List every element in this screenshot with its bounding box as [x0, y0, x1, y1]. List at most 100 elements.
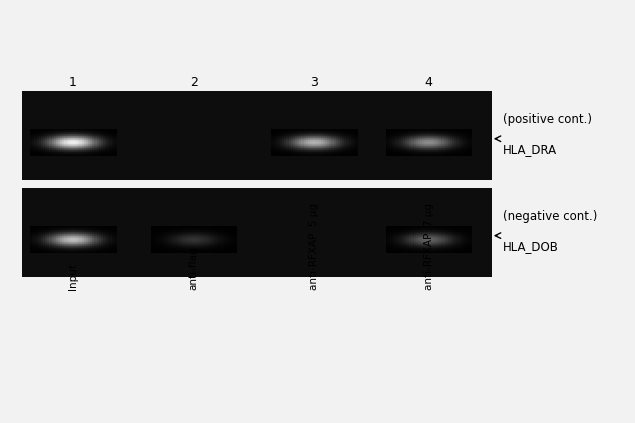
Bar	[226, 245, 229, 247]
Bar	[101, 229, 104, 230]
Bar	[435, 136, 438, 137]
Text: HLA_DRA: HLA_DRA	[503, 143, 557, 156]
Bar	[90, 144, 93, 145]
Bar	[437, 129, 440, 130]
Bar	[416, 131, 418, 132]
Bar	[45, 134, 48, 135]
Bar	[224, 233, 227, 234]
Bar	[291, 141, 293, 142]
Bar	[444, 150, 446, 151]
Bar	[458, 251, 462, 252]
Bar	[388, 244, 391, 245]
Bar	[399, 133, 401, 134]
Text: 1: 1	[69, 76, 77, 89]
Bar	[338, 134, 340, 135]
Bar	[114, 251, 117, 252]
Bar	[88, 236, 91, 237]
Bar	[114, 150, 117, 151]
Bar	[75, 239, 78, 240]
Bar	[463, 137, 465, 138]
Bar	[86, 245, 89, 246]
Bar	[461, 155, 464, 156]
Bar	[448, 233, 451, 234]
Bar	[469, 252, 472, 253]
Bar	[342, 136, 345, 137]
Bar	[86, 234, 89, 235]
Bar	[215, 230, 218, 231]
Bar	[455, 131, 457, 132]
Bar	[109, 226, 112, 227]
Bar	[84, 147, 86, 148]
Bar	[431, 247, 434, 248]
Bar	[410, 133, 412, 134]
Bar	[213, 226, 216, 227]
Bar	[399, 150, 401, 151]
Bar	[30, 250, 33, 251]
Bar	[185, 245, 188, 246]
Bar	[65, 136, 67, 137]
Bar	[461, 137, 464, 138]
Bar	[282, 135, 285, 136]
Bar	[355, 151, 358, 152]
Bar	[37, 137, 39, 138]
Bar	[340, 136, 343, 137]
Bar	[39, 154, 41, 155]
Bar	[105, 231, 108, 232]
Bar	[202, 240, 205, 241]
Bar	[333, 148, 337, 149]
Bar	[232, 240, 235, 241]
Bar	[79, 142, 83, 143]
Bar	[420, 231, 423, 232]
Bar	[88, 130, 91, 131]
Bar	[330, 155, 332, 156]
Bar	[198, 231, 201, 232]
Bar	[403, 140, 406, 141]
Bar	[230, 240, 233, 241]
Bar	[112, 245, 114, 246]
Bar	[295, 148, 298, 149]
Bar	[51, 233, 55, 234]
Bar	[215, 245, 218, 246]
Text: HLA_DOB: HLA_DOB	[503, 240, 559, 253]
Bar	[396, 237, 399, 238]
Bar	[189, 241, 192, 242]
Bar	[170, 230, 173, 231]
Bar	[54, 130, 57, 131]
Bar	[327, 142, 330, 143]
Bar	[112, 155, 114, 156]
Bar	[401, 231, 404, 232]
Bar	[217, 235, 220, 236]
Bar	[331, 141, 334, 142]
Bar	[34, 129, 37, 130]
Bar	[30, 138, 33, 139]
Bar	[413, 238, 417, 239]
Bar	[32, 234, 35, 235]
Bar	[220, 252, 222, 253]
Bar	[401, 148, 404, 149]
Bar	[215, 247, 218, 248]
Bar	[114, 239, 117, 240]
Bar	[50, 141, 52, 142]
Bar	[107, 233, 110, 234]
Bar	[75, 238, 78, 239]
Bar	[45, 144, 48, 145]
Bar	[112, 150, 114, 151]
Bar	[45, 228, 48, 229]
Bar	[399, 226, 401, 227]
Bar	[75, 226, 78, 227]
Bar	[411, 239, 414, 240]
Bar	[399, 234, 401, 235]
Bar	[109, 235, 112, 236]
Bar	[448, 129, 451, 130]
Bar	[112, 138, 114, 139]
Bar	[177, 237, 179, 238]
Bar	[48, 129, 50, 130]
Bar	[271, 151, 274, 152]
Bar	[101, 245, 104, 246]
Bar	[431, 242, 434, 243]
Bar	[450, 133, 453, 134]
Bar	[388, 143, 391, 144]
Bar	[427, 238, 429, 239]
Bar	[107, 235, 110, 236]
Bar	[97, 151, 99, 152]
